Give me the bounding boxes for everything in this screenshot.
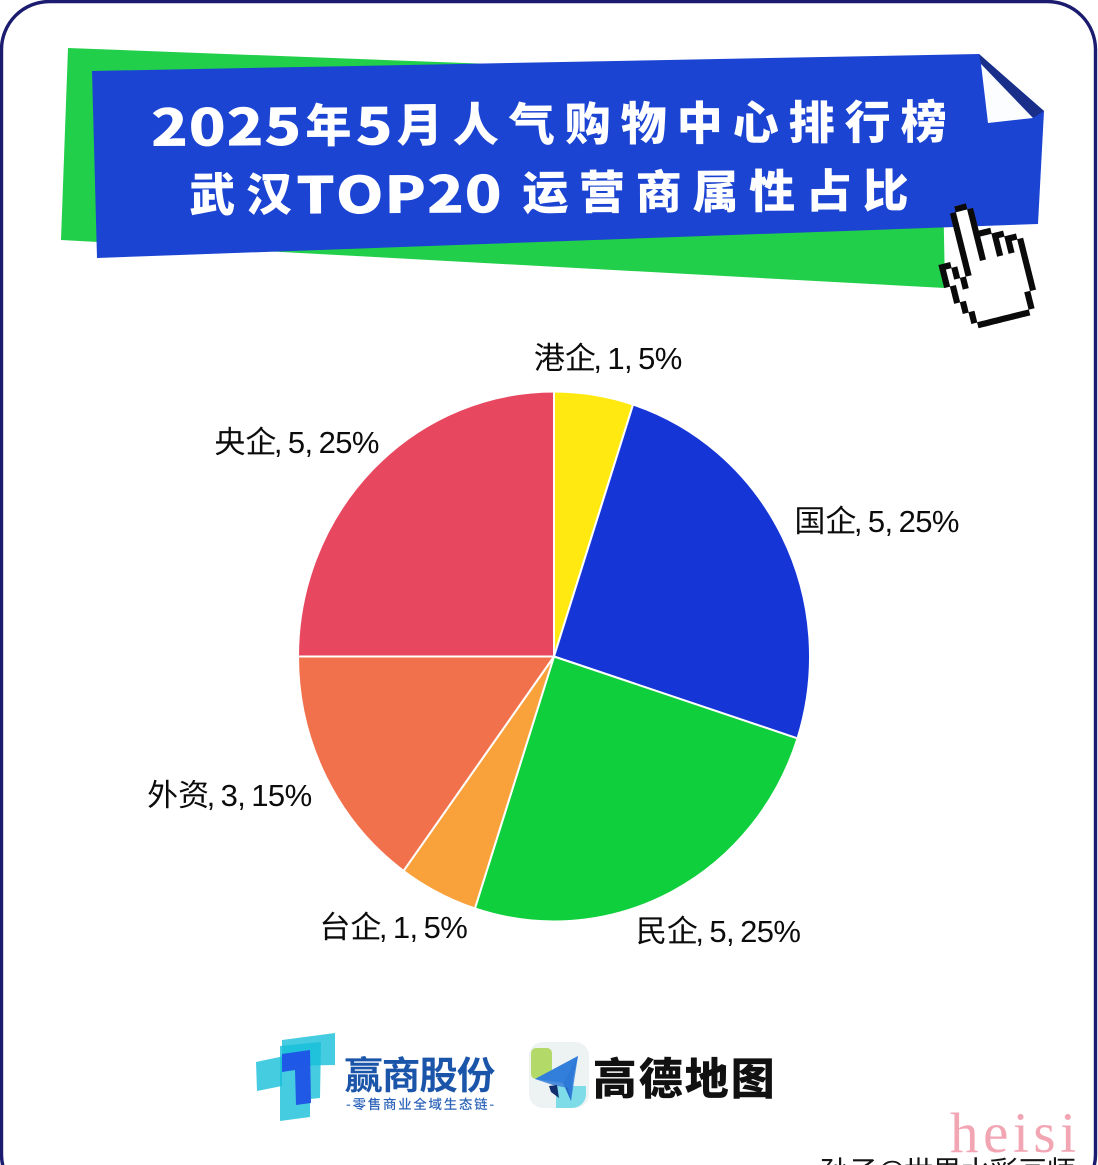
svg-text:, 5, 25%: , 5, 25%	[274, 425, 379, 460]
svg-text:, 1, 5%: , 1, 5%	[593, 341, 681, 376]
svg-text:, 5, 25%: , 5, 25%	[854, 504, 959, 539]
svg-text:, 1, 5%: , 1, 5%	[379, 910, 467, 945]
svg-text:heisi: heisi	[950, 1102, 1081, 1165]
svg-text:, 5, 25%: , 5, 25%	[695, 914, 800, 949]
svg-text:, 3, 15%: , 3, 15%	[207, 778, 312, 813]
